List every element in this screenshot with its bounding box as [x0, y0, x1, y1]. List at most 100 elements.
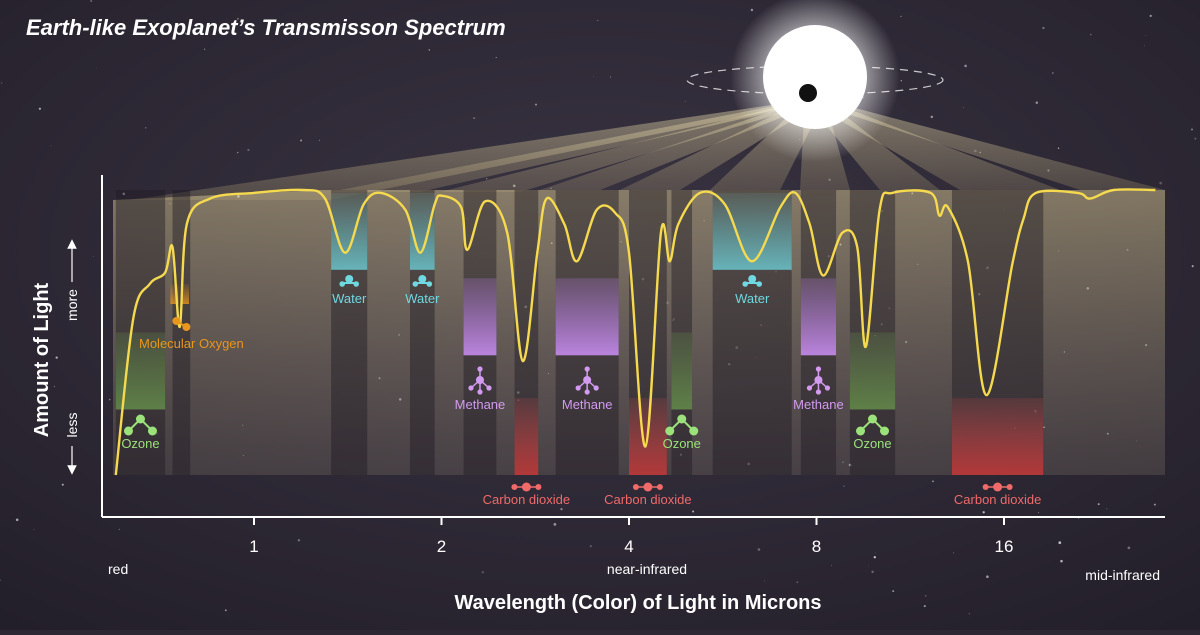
water-molecule-icon [339, 275, 360, 287]
star-dot [953, 552, 955, 554]
star-dot [1106, 508, 1108, 510]
star-dot [763, 580, 765, 582]
x-tick-label: 2 [437, 537, 446, 556]
band-carbon-dioxide [514, 398, 539, 475]
label-water: Water [405, 275, 440, 306]
water-label-text: Water [405, 291, 440, 306]
star-dot [95, 67, 97, 69]
star-dot [900, 80, 902, 82]
star-dot [534, 103, 538, 106]
star-dot [1097, 503, 1100, 506]
star-dot [0, 82, 3, 84]
star-dot [1153, 503, 1156, 506]
spectrum-line [114, 188, 1156, 476]
carbon-dioxide-label-text: Carbon dioxide [954, 492, 1041, 507]
transiting-planet [799, 84, 817, 102]
star-dot [55, 356, 58, 359]
star-dot [932, 480, 934, 483]
star-dot [830, 565, 832, 567]
ozone-label-text: Ozone [663, 436, 701, 451]
star-dot [1191, 265, 1194, 268]
x-tick-label: 4 [624, 537, 633, 556]
water-molecule-icon [742, 275, 763, 287]
label-ozone: Ozone [663, 414, 701, 451]
star-dot [725, 595, 727, 597]
star-dot [1060, 559, 1063, 563]
star-dot [1035, 101, 1039, 104]
star-dot [38, 107, 42, 110]
star-dot [473, 117, 476, 120]
ozone-label-text: Ozone [121, 436, 159, 451]
band-molecular-oxygen [170, 284, 179, 304]
ozone-label-text: Ozone [853, 436, 891, 451]
band-methane [555, 278, 619, 356]
band-methane [463, 278, 497, 356]
star-dot [868, 565, 870, 567]
star-dot [1042, 26, 1045, 30]
light-beam [805, 100, 1165, 190]
star-dot [873, 555, 877, 559]
label-methane: Methane [455, 366, 505, 412]
star-dot [986, 575, 989, 578]
ozone-molecule-icon [856, 414, 890, 436]
star-dot [224, 609, 227, 612]
star-dot [871, 570, 874, 574]
x-axis-title: Wavelength (Color) of Light in Microns [454, 592, 821, 614]
star-dot [428, 49, 430, 51]
star-dot [1093, 571, 1096, 574]
star-dot [145, 127, 147, 129]
label-carbon-dioxide: Carbon dioxide [604, 482, 692, 507]
star-dot [1090, 33, 1092, 36]
star-dot [923, 605, 926, 608]
label-carbon-dioxide: Carbon dioxide [954, 482, 1041, 507]
light-beam [130, 100, 825, 200]
star-dot [553, 523, 557, 526]
y-more-label: more [64, 289, 80, 321]
carbon-dioxide-molecule-icon [982, 482, 1013, 492]
light-beam [330, 100, 825, 192]
chart-title: Earth-like Exoplanet’s Transmisson Spect… [26, 15, 506, 40]
region-mid-infrared: mid-infrared [1085, 567, 1160, 583]
star-dot [900, 15, 902, 18]
x-tick-label: 8 [812, 537, 821, 556]
star-dot [750, 8, 754, 12]
star-dot [757, 548, 761, 551]
label-ozone: Ozone [853, 414, 892, 451]
star-dot [924, 594, 927, 597]
methane-label-text: Methane [793, 397, 844, 412]
star-dot [874, 552, 876, 554]
band-molecular-oxygen [181, 284, 190, 304]
star-disk [763, 25, 867, 129]
star-dot [297, 539, 301, 542]
label-methane: Methane [562, 366, 613, 412]
star-dot [962, 107, 964, 109]
star-dot [1190, 128, 1194, 131]
band-water [331, 192, 368, 270]
y-less-label: less [64, 413, 80, 438]
star-dot [930, 115, 933, 119]
star-dot [122, 192, 126, 196]
star-dot [1144, 45, 1145, 47]
label-molecular-oxygen: Molecular Oxygen [139, 317, 244, 351]
methane-molecule-icon [575, 366, 599, 395]
star-dot [33, 529, 35, 531]
star-dot [300, 139, 303, 142]
carbon-dioxide-molecule-icon [632, 482, 663, 492]
water-molecule-icon [412, 275, 433, 287]
star-dot [61, 483, 64, 486]
x-ticks: 1 2 4 8 16 [249, 517, 1013, 556]
star-dot [318, 139, 321, 141]
region-near-infrared: near-infrared [607, 561, 687, 577]
band-water [409, 192, 435, 270]
water-label-text: Water [332, 291, 367, 306]
star-dot [65, 27, 67, 29]
y-axis-title: Amount of Light [31, 282, 53, 437]
star-dot [697, 598, 699, 600]
band-ozone [671, 332, 693, 410]
star-dot [964, 64, 967, 68]
star-dot [118, 528, 120, 531]
methane-label-text: Methane [562, 397, 613, 412]
star-dot [843, 485, 845, 487]
